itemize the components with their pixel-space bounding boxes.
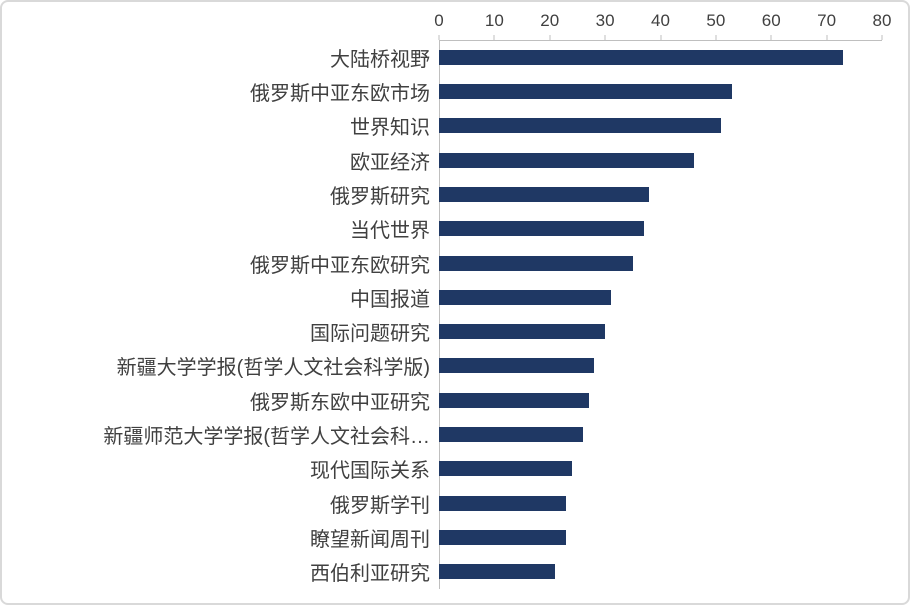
- bar: [439, 530, 567, 546]
- category-label: 现代国际关系: [310, 460, 430, 483]
- bar: [439, 392, 589, 408]
- category-label: 大陆桥视野: [330, 48, 430, 71]
- plot-area: 大陆桥视野俄罗斯中亚东欧市场世界知识欧亚经济俄罗斯研究当代世界俄罗斯中亚东欧研究…: [2, 40, 882, 589]
- bar-track: [439, 315, 882, 349]
- chart-row: 瞭望新闻周刊: [2, 520, 882, 554]
- bar: [439, 186, 650, 202]
- bar-track: [439, 212, 882, 246]
- category-label: 欧亚经济: [350, 151, 430, 174]
- category-label: 西伯利亚研究: [310, 563, 430, 586]
- bar: [439, 495, 567, 511]
- bar-track: [439, 349, 882, 383]
- x-axis-tick-label: 60: [761, 11, 781, 30]
- category-label: 世界知识: [350, 117, 430, 140]
- chart-row: 欧亚经济: [2, 143, 882, 177]
- x-axis-tick-label: 40: [651, 11, 670, 30]
- chart-row: 俄罗斯研究: [2, 177, 882, 211]
- chart-row: 俄罗斯东欧中亚研究: [2, 383, 882, 417]
- bar-track: [439, 486, 882, 520]
- x-axis: 0 10 20 30 40 50 60 70 80: [434, 2, 891, 41]
- category-label: 当代世界: [350, 220, 430, 243]
- bar: [439, 221, 644, 237]
- chart-row: 现代国际关系: [2, 452, 882, 486]
- bar-track: [439, 246, 882, 280]
- chart-row: 新疆师范大学学报(哲学人文社会科…: [2, 417, 882, 451]
- chart-row: 大陆桥视野: [2, 40, 882, 74]
- chart-row: 中国报道: [2, 280, 882, 314]
- bar-track: [439, 452, 882, 486]
- bar-track: [439, 417, 882, 451]
- chart-row: 当代世界: [2, 212, 882, 246]
- x-axis-tick-mark: [660, 35, 661, 40]
- bar: [439, 324, 606, 340]
- bar: [439, 152, 694, 168]
- bar: [439, 255, 633, 271]
- category-label: 瞭望新闻周刊: [310, 529, 430, 552]
- bar-track: [439, 555, 882, 589]
- bar: [439, 461, 572, 477]
- x-axis-tick-mark: [438, 35, 440, 40]
- x-axis-tick-label: 50: [706, 11, 726, 30]
- bar: [439, 83, 733, 99]
- bar-track: [439, 143, 882, 177]
- x-axis-tick-label: 20: [540, 11, 560, 30]
- category-label: 俄罗斯学刊: [330, 494, 430, 517]
- category-label: 新疆师范大学学报(哲学人文社会科…: [103, 426, 430, 449]
- category-label: 国际问题研究: [310, 323, 430, 346]
- y-axis-line: [439, 40, 440, 589]
- bar: [439, 118, 722, 134]
- chart-row: 国际问题研究: [2, 315, 882, 349]
- bar-track: [439, 74, 882, 108]
- chart-row: 西伯利亚研究: [2, 555, 882, 589]
- x-axis-tick-label: 0: [434, 11, 444, 30]
- x-axis-tick-label: 30: [595, 11, 615, 30]
- x-axis-tick-mark: [549, 35, 551, 40]
- bar-track: [439, 177, 882, 211]
- x-axis-tick-mark: [493, 35, 495, 40]
- bar-track: [439, 383, 882, 417]
- chart-row: 俄罗斯中亚东欧市场: [2, 74, 882, 108]
- category-label: 俄罗斯研究: [330, 185, 430, 208]
- x-axis-tick-mark: [770, 35, 772, 40]
- chart-row: 新疆大学学报(哲学人文社会科学版): [2, 349, 882, 383]
- bar: [439, 564, 556, 580]
- bar-track: [439, 280, 882, 314]
- bar: [439, 358, 595, 374]
- category-label: 俄罗斯东欧中亚研究: [250, 391, 430, 414]
- x-axis-tick-mark: [881, 35, 883, 40]
- x-axis-tick-mark: [826, 35, 828, 40]
- bar: [439, 289, 611, 305]
- bar-track: [439, 520, 882, 554]
- category-label: 中国报道: [350, 288, 430, 311]
- chart-row: 俄罗斯中亚东欧研究: [2, 246, 882, 280]
- category-label: 新疆大学学报(哲学人文社会科学版): [116, 357, 430, 380]
- bar-track: [439, 109, 882, 143]
- x-axis-tick-mark: [604, 35, 606, 40]
- x-axis-tick-label: 10: [484, 11, 504, 30]
- bar: [439, 49, 844, 65]
- chart-row: 世界知识: [2, 109, 882, 143]
- x-axis-tick-label: 70: [817, 11, 837, 30]
- bar: [439, 427, 583, 443]
- x-axis-tick-mark: [715, 35, 717, 40]
- x-axis-tick-label: 80: [872, 11, 892, 30]
- category-label: 俄罗斯中亚东欧研究: [250, 254, 430, 277]
- bar-track: [439, 40, 882, 74]
- category-label: 俄罗斯中亚东欧市场: [250, 82, 430, 105]
- chart-row: 俄罗斯学刊: [2, 486, 882, 520]
